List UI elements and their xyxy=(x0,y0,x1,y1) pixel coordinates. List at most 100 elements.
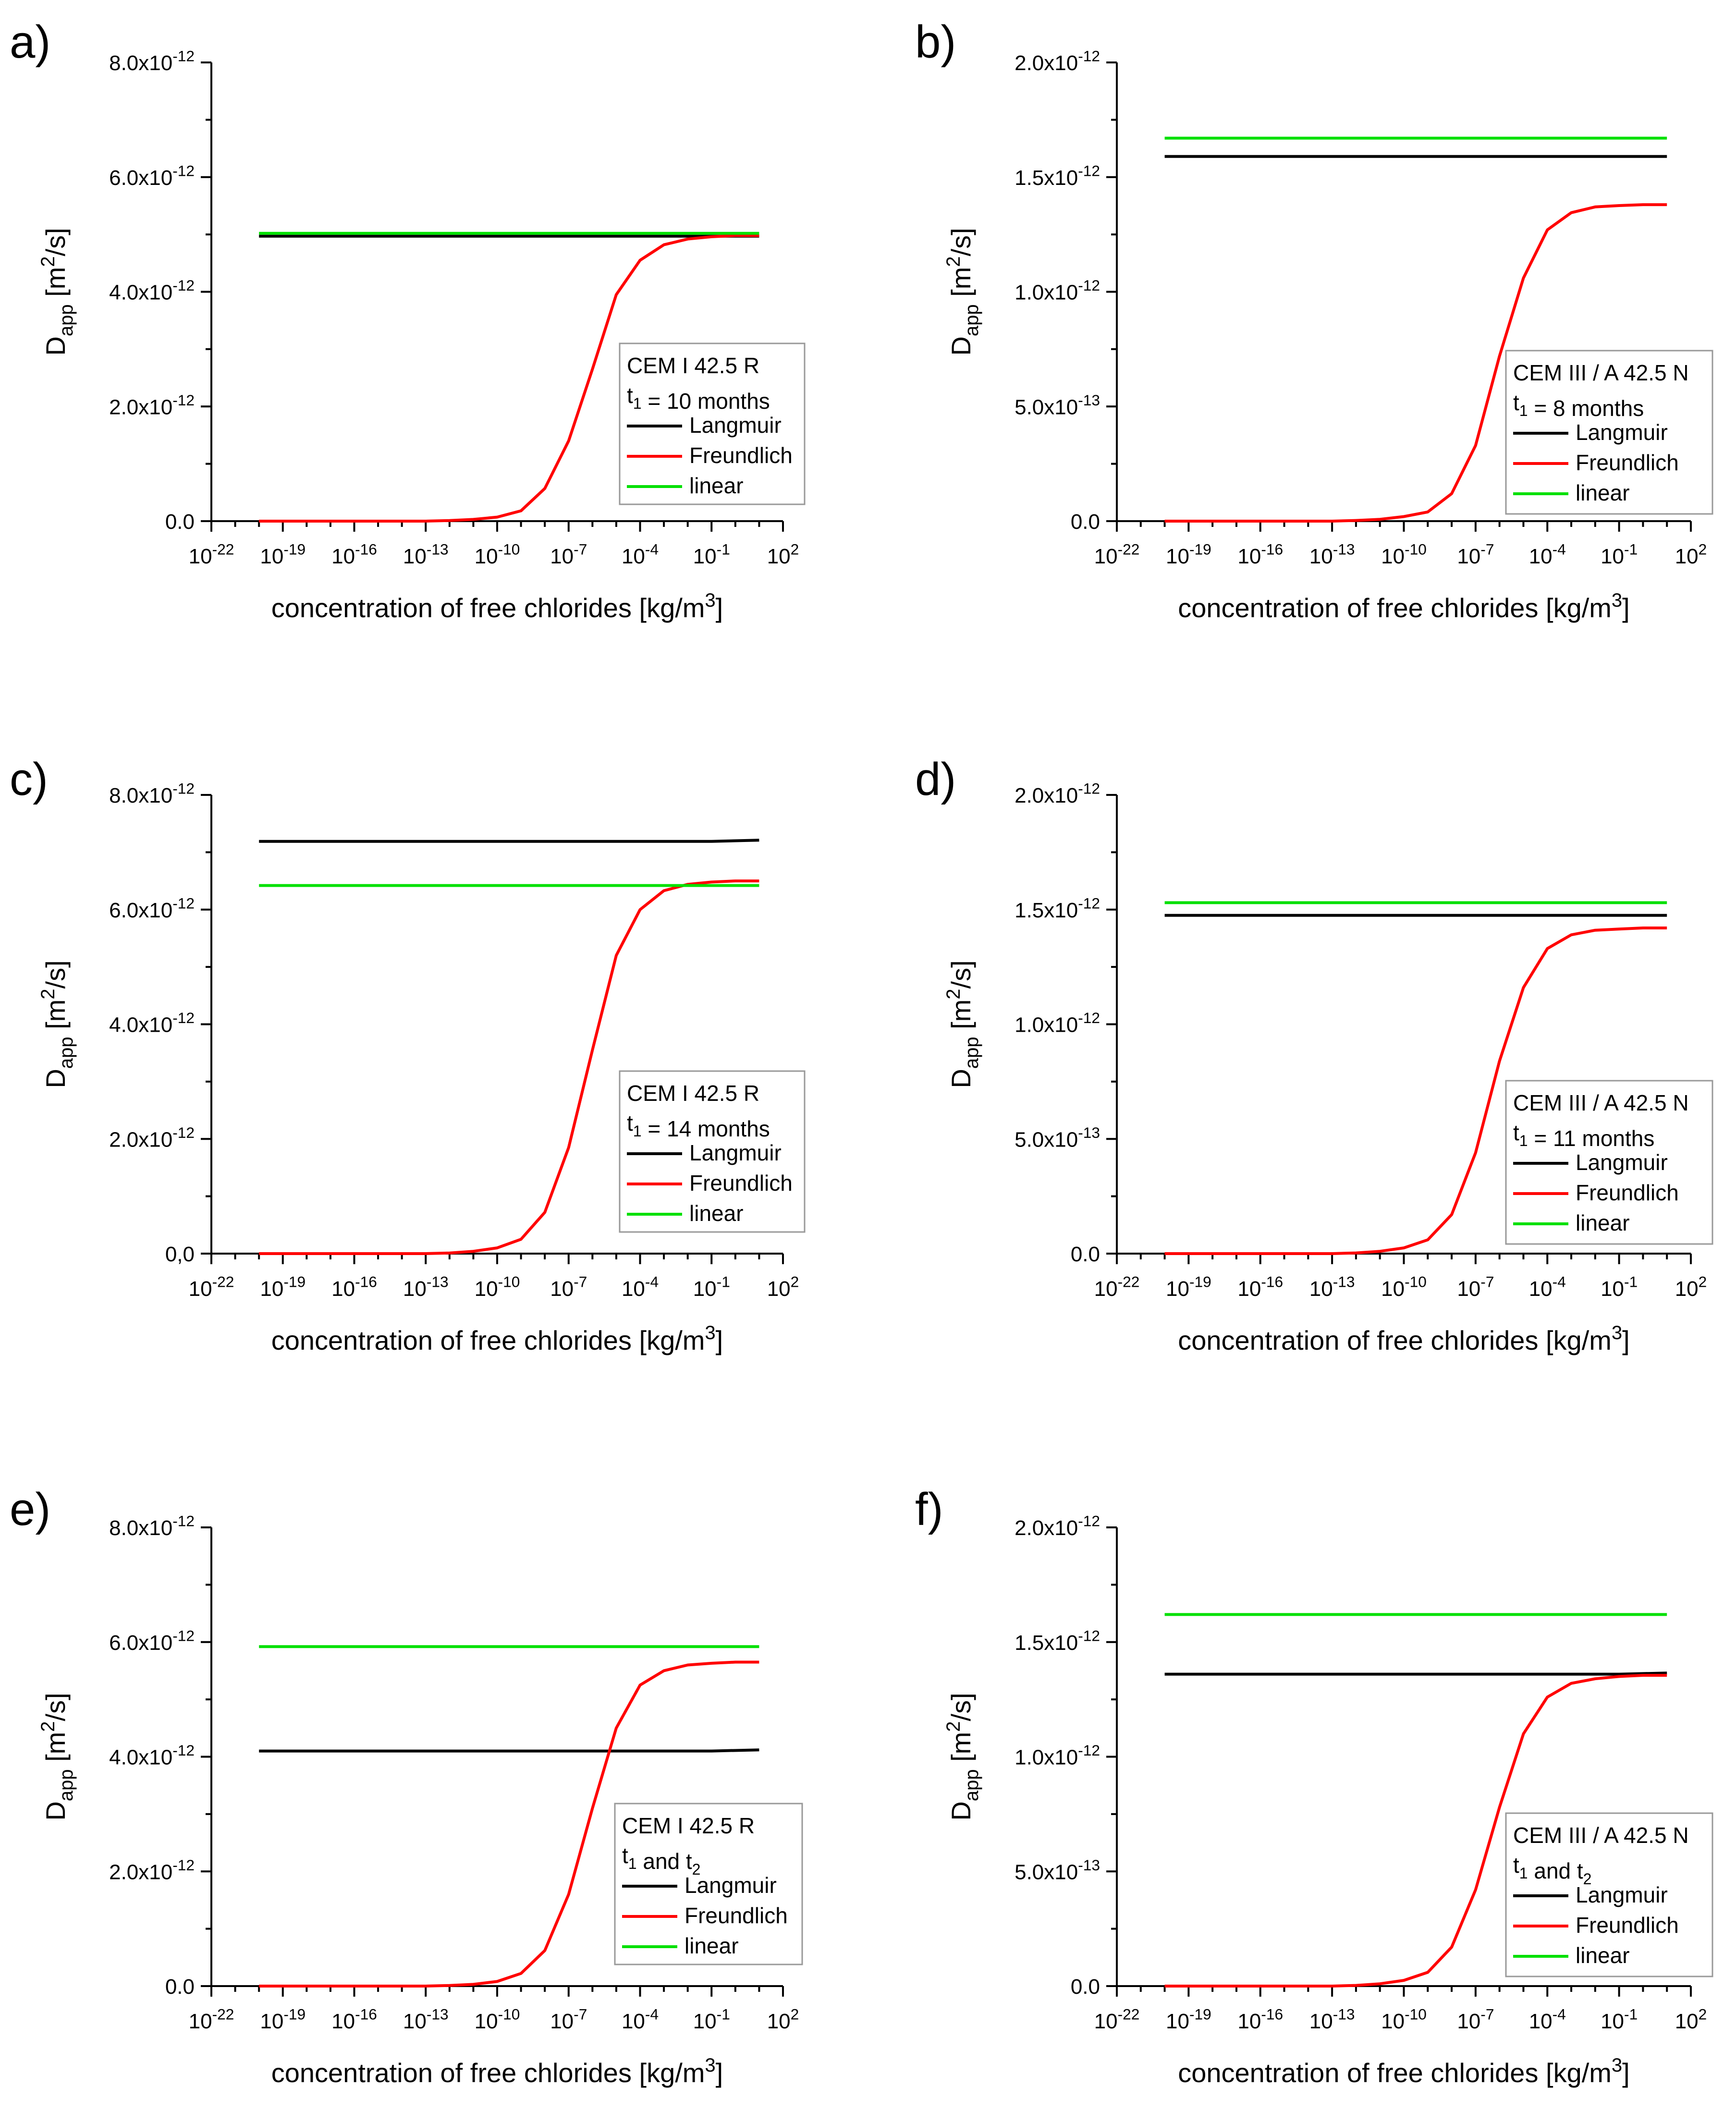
legend-label-freundlich: Freundlich xyxy=(689,1171,793,1195)
chart-panel-6: f) 10-22 10-19 10-16 10-13 10-10 10-7 10-4 10-1 1… xyxy=(915,1484,1713,2088)
x-tick-label: 10-1 xyxy=(693,541,730,568)
y-axis-title: Dapp [m2/s] xyxy=(943,228,982,355)
legend-title-cement: CEM III / A 42.5 N xyxy=(1513,360,1689,385)
x-tick-label: 10-10 xyxy=(475,1273,520,1301)
y-tick-label: 8.0x10-12 xyxy=(109,48,195,75)
legend-label-linear: linear xyxy=(1576,1943,1630,1968)
legend-label-langmuir: Langmuir xyxy=(1576,1882,1668,1907)
legend-box xyxy=(614,1803,803,1965)
panel-label: c) xyxy=(10,754,48,805)
x-tick-label: 10-4 xyxy=(1529,541,1566,568)
y-tick-label: 0.0 xyxy=(1071,510,1100,534)
y-tick-label: 8.0x10-12 xyxy=(109,1512,195,1540)
x-tick-label: 10-4 xyxy=(622,2006,659,2033)
legend-box xyxy=(619,342,806,505)
legend-box xyxy=(619,1070,806,1233)
legend-title-cement: CEM I 42.5 R xyxy=(622,1813,755,1838)
x-tick-label: 10-10 xyxy=(1381,541,1427,568)
series-line-langmuir xyxy=(259,839,759,843)
x-tick-label: 10-4 xyxy=(1529,2006,1566,2033)
series-line-freundlich xyxy=(1164,1674,1667,1988)
y-tick-label: 2.0x10-12 xyxy=(1015,1512,1100,1540)
x-tick-label: 10-19 xyxy=(260,1273,306,1301)
x-axis-title: concentration of free chlorides [kg/m3] xyxy=(271,590,723,623)
series-line-freundlich xyxy=(259,1660,759,1988)
legend-title-time: t1 and t2 xyxy=(622,1843,700,1878)
legend-label-linear: linear xyxy=(1576,1210,1630,1235)
legend-label-linear: linear xyxy=(689,473,744,498)
x-tick-label: 10-1 xyxy=(1601,2006,1638,2033)
x-tick-label: 10-16 xyxy=(1237,1273,1283,1301)
x-tick-label: 10-1 xyxy=(1601,541,1638,568)
x-axis-title: concentration of free chlorides [kg/m3] xyxy=(1178,2055,1629,2088)
x-tick-label: 10-19 xyxy=(260,2006,306,2033)
x-tick-label: 10-16 xyxy=(331,1273,377,1301)
legend-title-cement: CEM III / A 42.5 N xyxy=(1513,1823,1689,1848)
legend-title-time: t1 = 11 months xyxy=(1513,1120,1654,1151)
legend: CEM III / A 42.5 N t1 = 11 monthsLangmuir… xyxy=(1505,1080,1713,1245)
legend-label-langmuir: Langmuir xyxy=(689,413,782,438)
x-axis-title: concentration of free chlorides [kg/m3] xyxy=(271,2055,723,2088)
legend-label-langmuir: Langmuir xyxy=(1576,1150,1668,1175)
x-tick-label: 10-4 xyxy=(622,541,659,568)
x-tick-label: 102 xyxy=(767,1273,799,1301)
y-axis-title: Dapp [m2/s] xyxy=(943,960,982,1088)
legend-label-langmuir: Langmuir xyxy=(689,1140,782,1165)
x-tick-label: 102 xyxy=(1675,541,1707,568)
panel-label: e) xyxy=(10,1484,50,1535)
x-tick-label: 10-19 xyxy=(1166,2006,1211,2033)
x-tick-label: 10-22 xyxy=(189,1273,234,1301)
y-tick-label: 2.0x10-12 xyxy=(109,1124,195,1151)
x-tick-label: 10-16 xyxy=(1237,541,1283,568)
x-tick-label: 10-19 xyxy=(260,541,306,568)
x-tick-label: 10-7 xyxy=(550,1273,587,1301)
y-tick-label: 1.0x10-12 xyxy=(1015,1009,1100,1037)
series-line-freundlich xyxy=(259,234,759,523)
legend-label-linear: linear xyxy=(1576,480,1630,505)
x-tick-label: 10-22 xyxy=(1094,2006,1140,2033)
y-tick-label: 1.0x10-12 xyxy=(1015,1742,1100,1769)
y-tick-label: 0.0 xyxy=(1071,1975,1100,1999)
x-tick-label: 10-13 xyxy=(1309,2006,1355,2033)
y-tick-label: 1.5x10-12 xyxy=(1015,894,1100,922)
panel-label: b) xyxy=(915,16,956,68)
legend-label-linear: linear xyxy=(685,1933,739,1958)
chart-panel-1: a) 10-22 10-19 10-16 10-13 10-10 10-7 10-4 10-1 1… xyxy=(10,16,806,623)
x-tick-label: 10-13 xyxy=(403,2006,449,2033)
x-tick-label: 10-16 xyxy=(1237,2006,1283,2033)
series-line-freundlich xyxy=(259,879,759,1255)
legend-label-freundlich: Freundlich xyxy=(1576,450,1679,475)
x-tick-label: 10-13 xyxy=(1309,541,1355,568)
legend-title-time: t1 = 10 months xyxy=(627,383,770,414)
series-line-freundlich xyxy=(1164,203,1667,523)
x-axis-title: concentration of free chlorides [kg/m3] xyxy=(1178,1322,1629,1355)
x-tick-label: 10-13 xyxy=(403,1273,449,1301)
y-tick-label: 4.0x10-12 xyxy=(109,1009,195,1037)
legend-title-time: t1 = 14 months xyxy=(627,1110,770,1141)
legend-title-cement: CEM III / A 42.5 N xyxy=(1513,1090,1689,1115)
x-tick-label: 10-1 xyxy=(1601,1273,1638,1301)
y-tick-label: 1.5x10-12 xyxy=(1015,162,1100,189)
x-tick-label: 10-19 xyxy=(1166,1273,1211,1301)
y-axis-title: Dapp [m2/s] xyxy=(943,1693,982,1820)
chart-panel-2: b) 10-22 10-19 10-16 10-13 10-10 10-7 10-4 10-1 1… xyxy=(915,16,1713,623)
y-tick-label: 5.0x10-13 xyxy=(1015,1124,1100,1151)
y-axis-title: Dapp [m2/s] xyxy=(37,1693,77,1820)
x-tick-label: 10-7 xyxy=(550,541,587,568)
x-tick-label: 10-22 xyxy=(1094,1273,1140,1301)
legend-title-cement: CEM I 42.5 R xyxy=(627,353,759,378)
x-tick-label: 102 xyxy=(1675,1273,1707,1301)
x-tick-label: 10-1 xyxy=(693,2006,730,2033)
y-tick-label: 6.0x10-12 xyxy=(109,162,195,189)
y-tick-label: 4.0x10-12 xyxy=(109,277,195,304)
x-tick-label: 102 xyxy=(767,2006,799,2033)
legend-label-langmuir: Langmuir xyxy=(1576,420,1668,445)
y-tick-label: 0.0 xyxy=(165,510,195,534)
y-tick-label: 5.0x10-13 xyxy=(1015,391,1100,419)
series-line-freundlich xyxy=(1164,927,1667,1255)
x-tick-label: 10-7 xyxy=(550,2006,587,2033)
y-tick-label: 0.0 xyxy=(1071,1243,1100,1266)
